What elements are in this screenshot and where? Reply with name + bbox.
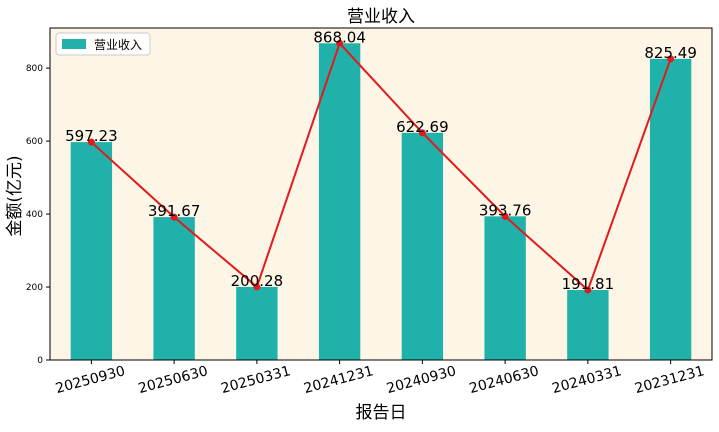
x-tick-label: 20250630 bbox=[137, 363, 210, 397]
x-tick-label: 20231231 bbox=[633, 363, 706, 397]
plot-frame bbox=[49, 27, 713, 361]
legend-label: 营业收入 bbox=[94, 38, 142, 52]
data-label-20250331: 200.28 bbox=[231, 272, 284, 290]
bar-20231231 bbox=[649, 58, 692, 361]
line-point-20240331 bbox=[584, 286, 592, 294]
line-point-20241231 bbox=[336, 39, 344, 47]
line-point-20240930 bbox=[418, 129, 426, 137]
chart-title: 营业收入 bbox=[347, 7, 415, 27]
bar-20240630 bbox=[484, 216, 526, 360]
data-label-20240331: 191.81 bbox=[562, 275, 615, 293]
line-point-20240630 bbox=[501, 212, 509, 220]
bar-20250930 bbox=[70, 142, 113, 360]
legend-swatch bbox=[62, 39, 86, 49]
legend: 营业收入 bbox=[55, 32, 151, 56]
x-tick-label: 20240930 bbox=[385, 363, 458, 397]
legend-box bbox=[55, 32, 151, 56]
data-label-20231231: 825.49 bbox=[644, 44, 697, 62]
y-tick-label: 800 bbox=[26, 64, 43, 74]
y-tick-label: 0 bbox=[37, 356, 43, 366]
trend-line bbox=[90, 41, 672, 292]
x-tick-label: 20250331 bbox=[219, 363, 292, 397]
data-label-20250930: 597.23 bbox=[65, 127, 118, 145]
x-tick-label: 20241231 bbox=[302, 363, 375, 397]
line-point-20231231 bbox=[667, 55, 675, 63]
y-tick-label: 200 bbox=[26, 283, 43, 293]
data-label-20240930: 622.69 bbox=[396, 118, 449, 136]
x-tick-label: 20240630 bbox=[468, 363, 541, 397]
data-label-20240630: 393.76 bbox=[479, 201, 532, 219]
bar-20240331 bbox=[567, 290, 609, 360]
bar-20241231 bbox=[318, 43, 361, 361]
x-tick-label: 20250930 bbox=[54, 363, 127, 397]
data-label-20241231: 868.04 bbox=[313, 28, 366, 46]
bar-20240930 bbox=[401, 132, 444, 360]
line-point-20250331 bbox=[253, 283, 261, 291]
data-label-20250630: 391.67 bbox=[148, 202, 201, 220]
x-tick-label: 20240331 bbox=[550, 363, 623, 397]
x-axis-label: 报告日 bbox=[356, 403, 407, 423]
y-tick-label: 600 bbox=[26, 137, 43, 147]
y-axis-label: 金额(亿元) bbox=[5, 155, 25, 236]
line-point-20250630 bbox=[170, 213, 178, 221]
line-point-20250930 bbox=[87, 138, 95, 146]
y-tick-label: 400 bbox=[26, 210, 43, 220]
bar-20250630 bbox=[153, 217, 195, 360]
bar-20250331 bbox=[236, 286, 278, 360]
